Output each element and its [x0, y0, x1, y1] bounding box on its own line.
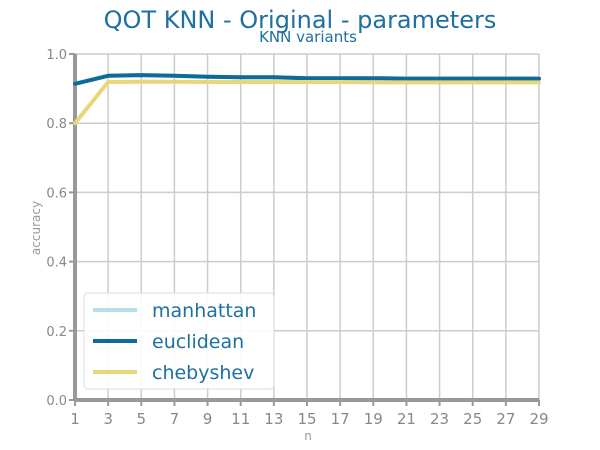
- x-tick-label: 25: [463, 410, 482, 428]
- x-tick-label: 7: [170, 410, 180, 428]
- chart-title: QOT KNN - Original - parameters: [104, 6, 497, 34]
- y-tick-label: 0.6: [46, 186, 67, 201]
- legend-label-manhattan: manhattan: [152, 300, 256, 322]
- x-tick-label: 5: [137, 410, 147, 428]
- series-line-chebyshev: [73, 79, 541, 126]
- x-tick-label: 19: [364, 410, 383, 428]
- y-tick-label: 0.4: [46, 256, 67, 271]
- y-axis-label: accuracy: [29, 201, 43, 255]
- x-tick-label: 23: [430, 410, 449, 428]
- series-lines: [73, 73, 541, 126]
- x-tick-label: 11: [231, 410, 250, 428]
- x-tick-label: 15: [297, 410, 316, 428]
- x-tick-label: 13: [264, 410, 283, 428]
- y-ticks: 0.0 0.2 0.4 0.6 0.8 1.0: [46, 48, 67, 409]
- axes: [69, 53, 540, 406]
- x-tick-label: 29: [529, 410, 548, 428]
- legend-label-chebyshev: chebyshev: [152, 362, 254, 384]
- x-tick-label: 27: [496, 410, 515, 428]
- x-axis-label: n: [304, 429, 312, 443]
- x-tick-label: 1: [70, 410, 80, 428]
- y-tick-label: 0.0: [46, 394, 67, 409]
- legend: manhattan euclidean chebyshev: [83, 292, 275, 390]
- legend-label-euclidean: euclidean: [152, 331, 244, 353]
- series-line-euclidean: [73, 73, 541, 86]
- x-tick-label: 17: [331, 410, 350, 428]
- x-tick-label: 9: [203, 410, 213, 428]
- y-tick-label: 1.0: [46, 48, 67, 63]
- x-tick-label: 3: [103, 410, 113, 428]
- legend-box: [83, 292, 275, 390]
- y-tick-label: 0.8: [46, 117, 67, 132]
- chart-subtitle: KNN variants: [259, 28, 357, 46]
- x-tick-label: 21: [397, 410, 416, 428]
- x-ticks: 1 3 5 7 9 11 13 15 17 19 21 23 25 27 29: [70, 410, 548, 428]
- y-tick-label: 0.2: [46, 325, 67, 340]
